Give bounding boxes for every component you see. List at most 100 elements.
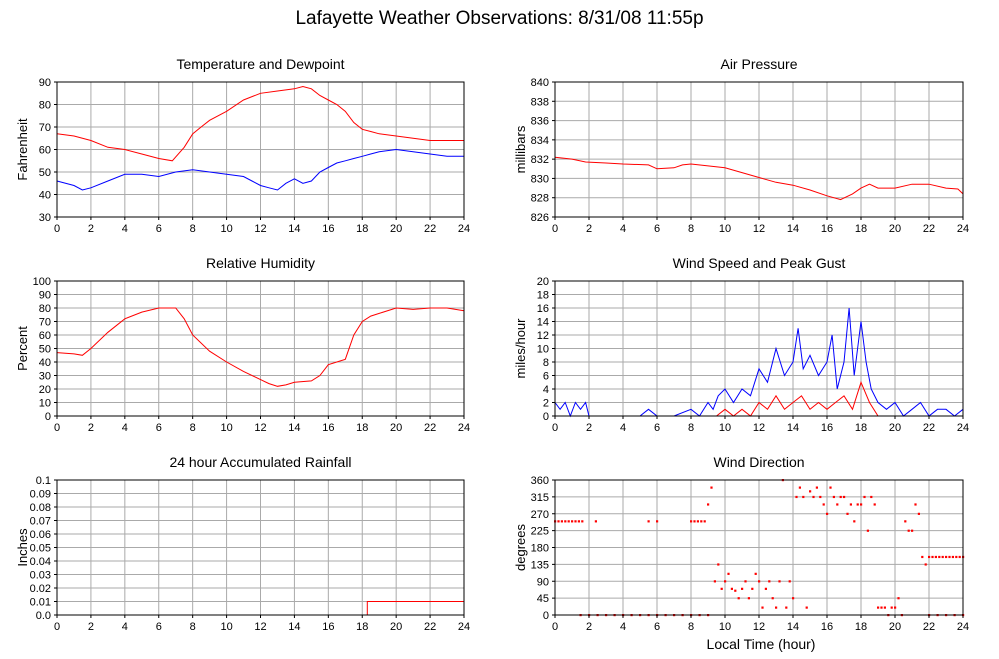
data-point — [754, 572, 757, 575]
x-tick-label: 24 — [957, 422, 969, 434]
x-tick-label: 20 — [390, 422, 402, 434]
x-tick-label: 4 — [620, 422, 626, 434]
x-tick-label: 8 — [190, 621, 196, 633]
series-line-1 — [56, 148, 464, 191]
y-axis-label: miles/hour — [513, 318, 528, 379]
x-tick-label: 6 — [654, 223, 660, 235]
y-tick-label: 270 — [531, 509, 549, 521]
x-tick-label: 22 — [424, 422, 436, 434]
x-tick-label: 24 — [458, 621, 470, 633]
x-tick-label: 10 — [220, 621, 232, 633]
data-point — [727, 572, 730, 575]
x-tick-label: 4 — [122, 223, 128, 235]
data-point — [846, 512, 849, 515]
y-axis-label: degrees — [513, 524, 528, 571]
data-point — [761, 606, 764, 609]
data-point — [710, 486, 713, 489]
x-tick-label: 2 — [88, 621, 94, 633]
x-tick-label: 16 — [821, 223, 833, 235]
chart-title: Temperature and Dewpoint — [176, 56, 344, 72]
data-point — [700, 520, 703, 523]
y-tick-label: 90 — [39, 77, 51, 89]
y-tick-label: 180 — [531, 543, 549, 555]
x-tick-label: 4 — [122, 621, 128, 633]
y-tick-label: 830 — [531, 173, 549, 185]
data-point — [647, 520, 650, 523]
data-point — [914, 503, 917, 506]
x-tick-label: 8 — [688, 422, 694, 434]
data-point — [798, 486, 801, 489]
data-point — [815, 486, 818, 489]
x-tick-label: 2 — [88, 422, 94, 434]
x-tick-label: 12 — [753, 422, 765, 434]
y-tick-label: 0.04 — [30, 556, 51, 568]
y-tick-label: 70 — [39, 317, 51, 329]
y-axis-label: millibars — [513, 125, 528, 173]
y-tick-label: 836 — [531, 116, 549, 128]
data-point — [860, 503, 863, 506]
x-tick-label: 10 — [220, 223, 232, 235]
y-tick-label: 20 — [39, 384, 51, 396]
data-point — [713, 580, 716, 583]
data-point — [785, 606, 788, 609]
x-tick-label: 0 — [552, 621, 558, 633]
y-tick-label: 60 — [39, 145, 51, 157]
data-point — [696, 520, 699, 523]
data-point — [577, 520, 580, 523]
data-point — [741, 587, 744, 590]
y-tick-label: 0 — [543, 610, 549, 622]
data-point — [945, 555, 948, 559]
y-tick-label: 0.05 — [30, 543, 51, 555]
x-tick-label: 2 — [586, 621, 592, 633]
data-point — [571, 520, 574, 523]
x-tick-label: 10 — [719, 621, 731, 633]
y-tick-label: 0.0 — [36, 610, 51, 622]
y-tick-label: 840 — [531, 77, 549, 89]
y-tick-label: 6 — [543, 371, 549, 383]
x-tick-label: 16 — [821, 621, 833, 633]
y-tick-label: 4 — [543, 384, 549, 396]
x-tick-label: 0 — [552, 223, 558, 235]
y-tick-label: 80 — [39, 100, 51, 112]
series-line-0 — [56, 85, 464, 162]
data-point — [849, 503, 852, 506]
x-tick-label: 22 — [424, 223, 436, 235]
x-tick-label: 18 — [855, 621, 867, 633]
data-point — [764, 587, 767, 590]
y-tick-label: 0.1 — [36, 475, 51, 487]
y-tick-label: 0.07 — [30, 516, 51, 528]
data-point — [907, 529, 910, 532]
y-tick-label: 0 — [45, 411, 51, 423]
data-point — [897, 597, 900, 600]
y-tick-label: 0.01 — [30, 597, 51, 609]
data-point — [747, 597, 750, 600]
x-tick-label: 14 — [787, 223, 799, 235]
y-tick-label: 80 — [39, 303, 51, 315]
data-point — [955, 555, 958, 559]
x-tick-label: 14 — [288, 223, 300, 235]
data-point — [703, 520, 706, 523]
x-tick-label: 14 — [787, 422, 799, 434]
x-tick-label: 18 — [356, 422, 368, 434]
x-tick-label: 0 — [54, 223, 60, 235]
data-point — [788, 580, 791, 583]
data-point — [832, 495, 835, 499]
series-line-0 — [56, 307, 465, 387]
x-tick-label: 22 — [923, 223, 935, 235]
x-tick-label: 4 — [620, 223, 626, 235]
x-tick-label: 14 — [288, 621, 300, 633]
x-tick-label: 24 — [957, 223, 969, 235]
y-axis-label: Percent — [15, 326, 30, 371]
data-point — [941, 555, 944, 559]
data-point — [574, 520, 577, 523]
x-tick-label: 20 — [889, 621, 901, 633]
x-tick-label: 12 — [254, 621, 266, 633]
y-tick-label: 20 — [537, 276, 549, 288]
x-tick-label: 4 — [620, 621, 626, 633]
y-tick-label: 60 — [39, 330, 51, 342]
x-tick-label: 22 — [923, 621, 935, 633]
x-tick-label: 8 — [688, 621, 694, 633]
y-tick-label: 40 — [39, 190, 51, 202]
x-tick-label: 16 — [322, 223, 334, 235]
